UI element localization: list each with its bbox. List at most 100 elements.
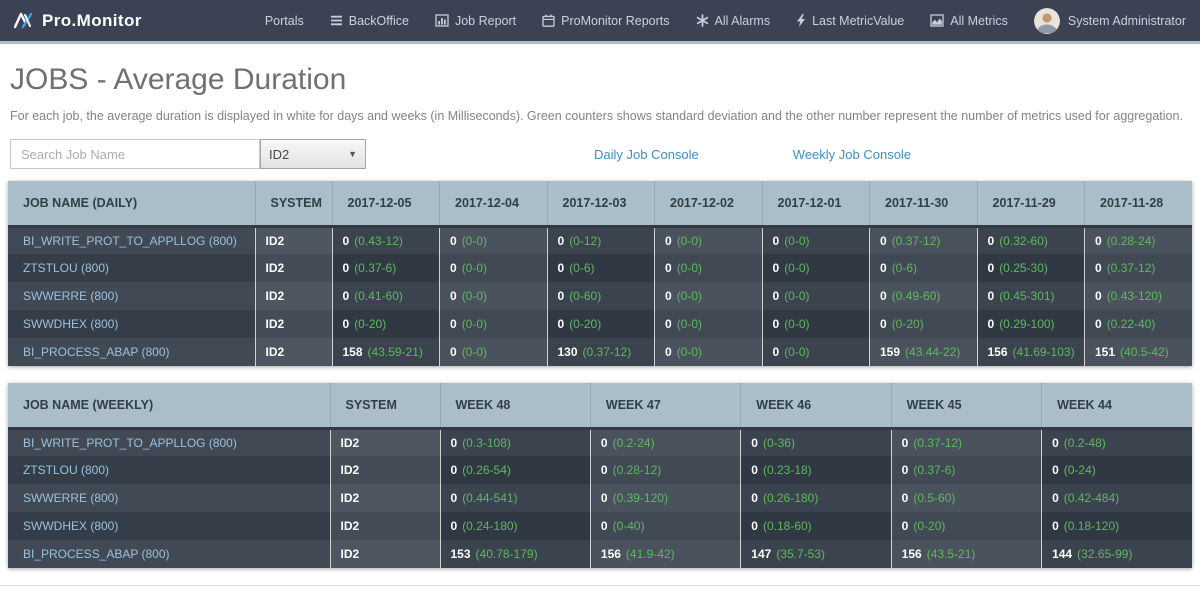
system-select-value: ID2 — [269, 146, 290, 162]
job-name-link[interactable]: BI_PROCESS_ABAP (800) — [23, 547, 170, 561]
nav-item-label: Last MetricValue — [812, 13, 905, 28]
stddev-count: (40.78-179) — [475, 547, 538, 561]
avg-duration: 0 — [450, 463, 458, 477]
job-name-link[interactable]: BI_PROCESS_ABAP (800) — [23, 345, 170, 359]
nav-item-last-metricvalue[interactable]: Last MetricValue — [796, 14, 904, 28]
filter-bar: ID2 ▼ Daily Job Console Weekly Job Conso… — [10, 139, 1190, 169]
avg-duration: 151 — [1095, 345, 1116, 359]
value-cell: 0 (0.49-60) — [869, 282, 978, 310]
avg-duration: 0 — [665, 289, 672, 303]
value-cell: 0 (0.5-60) — [891, 484, 1043, 512]
nav-item-portals[interactable]: Portals — [265, 14, 304, 28]
value-cell: 0 (0.3-108) — [440, 428, 591, 456]
daily-jobs-table: JOB NAME (DAILY) SYSTEM 2017-12-05 2017-12-… — [8, 181, 1192, 366]
stddev-count: (0.37-6) — [354, 261, 397, 275]
bottom-divider — [0, 585, 1200, 591]
nav-item-backoffice[interactable]: BackOffice — [330, 14, 409, 28]
brand-logo[interactable]: Pro.Monitor — [14, 11, 142, 31]
value-cell: 0 (0.18-60) — [740, 512, 892, 540]
avg-duration: 0 — [557, 261, 565, 275]
avg-duration: 0 — [600, 435, 608, 450]
stddev-count: (0-0) — [676, 261, 703, 275]
user-avatar — [1033, 7, 1060, 34]
nav-item-label: Portals — [264, 13, 304, 28]
system-value: ID2 — [265, 233, 285, 248]
avg-duration: 0 — [1052, 491, 1059, 505]
weekly-job-console-link[interactable]: Weekly Job Console — [792, 146, 912, 162]
stddev-count: (0-0) — [676, 317, 703, 331]
stddev-count: (0-0) — [461, 317, 488, 331]
table-row: ZTSTLOU (800) ID2 0 (0.26-54) 0 (0.28-12) 0 (0.… — [8, 456, 1192, 484]
value-cell: 147 (35.7-53) — [740, 540, 892, 568]
value-cell: 0 (0-0) — [762, 226, 870, 254]
system-value: ID2 — [340, 547, 360, 561]
avg-duration: 156 — [600, 547, 621, 561]
avg-duration: 0 — [600, 491, 608, 505]
stddev-count: (43.59-21) — [367, 345, 423, 359]
column-header: WEEK 45 — [891, 383, 1043, 430]
avg-duration: 0 — [987, 289, 995, 303]
job-name-link[interactable]: SWWDHEX (800) — [23, 519, 119, 533]
value-cell: 0 (0.32-60) — [977, 226, 1085, 254]
stddev-count: (0.37-12) — [1106, 261, 1156, 275]
stddev-count: (0-0) — [461, 289, 488, 303]
job-name-link[interactable]: ZTSTLOU (800) — [23, 463, 110, 477]
value-cell: 153 (40.78-179) — [440, 540, 591, 568]
avg-duration: 0 — [772, 345, 780, 359]
stddev-count: (0-0) — [461, 345, 488, 359]
search-input[interactable] — [10, 139, 260, 169]
system-cell: ID2 — [330, 512, 441, 540]
job-name-link[interactable]: SWWERRE (800) — [23, 491, 119, 505]
value-cell: 0 (0-12) — [547, 226, 655, 254]
job-name-cell: BI_PROCESS_ABAP (800) — [8, 338, 256, 366]
job-name-link[interactable]: BI_WRITE_PROT_TO_APPLLOG (800) — [23, 233, 237, 248]
stddev-count: (0.23-18) — [762, 463, 812, 477]
stddev-count: (0-0) — [784, 345, 810, 359]
stddev-count: (35.7-53) — [776, 547, 826, 561]
system-select[interactable]: ID2 ▼ — [260, 139, 366, 169]
table-row: BI_WRITE_PROT_TO_APPLLOG (800) ID2 0 (0.43-… — [8, 226, 1192, 254]
value-cell: 0 (0-0) — [762, 282, 870, 310]
avg-duration: 0 — [557, 233, 565, 248]
stddev-count: (0.18-120) — [1063, 519, 1120, 533]
stddev-count: (0.37-6) — [913, 463, 956, 477]
job-name-link[interactable]: SWWDHEX (800) — [23, 317, 119, 331]
system-cell: ID2 — [330, 540, 441, 568]
avg-duration: 0 — [1052, 435, 1059, 450]
value-cell: 0 (0.42-484) — [1041, 484, 1192, 512]
stddev-count: (0.28-24) — [1106, 233, 1156, 248]
system-value: ID2 — [340, 519, 360, 533]
avg-duration: 0 — [600, 463, 608, 477]
job-name-cell: SWWERRE (800) — [8, 484, 331, 512]
job-name-link[interactable]: SWWERRE (800) — [23, 289, 119, 303]
system-value: ID2 — [340, 491, 360, 505]
user-name: System Administrator — [1067, 13, 1186, 28]
stddev-count: (0.42-484) — [1063, 491, 1120, 505]
stddev-count: (0.5-60) — [913, 491, 956, 505]
nav-item-all-metrics[interactable]: All Metrics — [930, 14, 1008, 28]
avg-duration: 0 — [901, 463, 909, 477]
value-cell: 0 (0.22-40) — [1084, 310, 1192, 338]
value-cell: 0 (0.37-12) — [869, 226, 978, 254]
calendar-icon — [542, 14, 555, 27]
value-cell: 0 (0-0) — [439, 254, 548, 282]
bar-chart-icon — [435, 14, 449, 27]
nav-menu: Portals BackOffice Job Report ProMonitor Re… — [265, 14, 1008, 28]
stddev-count: (0-40) — [612, 519, 645, 533]
nav-item-all-alarms[interactable]: All Alarms — [696, 14, 770, 28]
avg-duration: 0 — [450, 317, 457, 331]
nav-item-job-report[interactable]: Job Report — [435, 14, 516, 28]
weekly-jobs-table: JOB NAME (WEEKLY) SYSTEM WEEK 48 WEEK 47 WEE… — [8, 383, 1192, 568]
nav-item-promonitor-reports[interactable]: ProMonitor Reports — [542, 14, 670, 28]
avg-duration: 0 — [450, 289, 457, 303]
stddev-count: (0.25-30) — [999, 261, 1048, 275]
job-name-link[interactable]: ZTSTLOU (800) — [23, 261, 110, 275]
stddev-count: (0-0) — [784, 261, 810, 275]
job-name-link[interactable]: BI_WRITE_PROT_TO_APPLLOG (800) — [23, 435, 237, 450]
user-menu[interactable]: System Administrator — [1033, 7, 1186, 34]
value-cell: 0 (0.24-180) — [440, 512, 591, 540]
daily-header-row: JOB NAME (DAILY) SYSTEM 2017-12-05 2017-12-… — [8, 181, 1192, 228]
system-cell: ID2 — [255, 254, 333, 282]
avg-duration: 0 — [665, 345, 672, 359]
daily-job-console-link[interactable]: Daily Job Console — [594, 146, 699, 162]
